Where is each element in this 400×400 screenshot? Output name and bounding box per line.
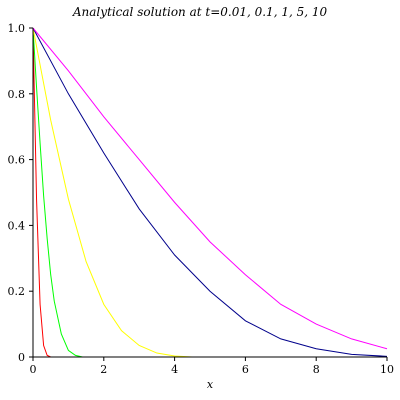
y-tick-label: 1.0 <box>8 22 26 35</box>
series-line-3 <box>32 27 388 357</box>
x-tick-label: 4 <box>171 363 178 376</box>
series-line-2 <box>32 27 193 358</box>
y-axis-ticks: 0 0.2 0.4 0.6 0.8 1.0 <box>8 22 33 364</box>
y-tick-label: 0.8 <box>8 88 26 101</box>
y-tick-label: 0 <box>18 351 25 364</box>
x-tick-label: 8 <box>313 363 320 376</box>
series-line-1 <box>32 27 83 358</box>
series-line-0 <box>32 27 51 358</box>
y-tick-label: 0.2 <box>8 285 26 298</box>
x-axis-label: x <box>207 378 214 391</box>
series-line-4 <box>32 27 388 350</box>
x-tick-label: 6 <box>242 363 249 376</box>
x-axis-ticks: 0 2 4 6 8 10 <box>30 357 394 376</box>
x-tick-label: 0 <box>30 363 37 376</box>
series-layer <box>32 27 388 358</box>
y-tick-label: 0.6 <box>8 154 26 167</box>
y-tick-label: 0.4 <box>8 219 26 232</box>
x-tick-label: 2 <box>100 363 107 376</box>
x-tick-label: 10 <box>380 363 394 376</box>
chart-title: Analytical solution at t=0.01, 0.1, 1, 5… <box>72 5 328 19</box>
